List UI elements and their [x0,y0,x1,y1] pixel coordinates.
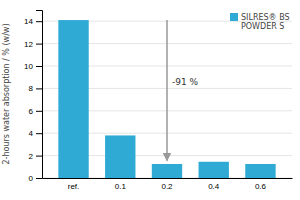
y-tick-mark [36,21,42,22]
y-tick-label: 12 [24,40,33,49]
y-tick-mark [36,111,42,112]
bar [152,164,182,178]
x-tick-label: 0.1 [115,182,127,191]
legend-item: SILRES® BSPOWDER S [230,13,290,31]
arrow [166,20,168,161]
x-tick-label: 0.6 [255,182,267,191]
bar [58,20,88,178]
x-tick-label: ref. [68,182,80,191]
legend-label: SILRES® BSPOWDER S [241,13,290,31]
y-tick: 10 [24,62,42,71]
y-tick-label: 4 [29,129,34,138]
y-tick-label: 2 [29,152,34,161]
x-tick: 0.4 [208,182,220,191]
y-tick: 0 [29,174,42,183]
y-tick-label: 6 [29,107,34,116]
bar [105,135,135,178]
x-tick: 0.2 [161,182,173,191]
y-tick: 6 [29,107,42,116]
x-axis: ref. 0.1 0.2 0.4 0.6 [43,179,293,191]
y-tick-mark [36,44,42,45]
y-tick-mark [36,178,42,179]
x-tick: 0.1 [115,182,127,191]
plot: 0 2 4 6 8 10 12 14 ref. 0.1 0.2 0.4 0.6 2-hours water… [2,11,293,191]
y-axis-title: 2-hours water absorption / % (w/w) [2,23,11,164]
bar [245,164,275,178]
y-tick-mark [36,156,42,157]
x-tick-label: 0.2 [161,182,173,191]
y-tick-mark [36,66,42,67]
y-tick: 8 [29,84,42,93]
bar [199,162,229,178]
y-axis-line [36,11,43,179]
y-tick-mark [36,88,42,89]
legend-swatch [230,13,238,21]
x-tick-label: 0.4 [208,182,220,191]
y-axis: 0 2 4 6 8 10 12 14 [24,11,42,184]
y-tick: 2 [29,152,42,161]
chart: 0 2 4 6 8 10 12 14 ref. 0.1 0.2 0.4 0.6 2-hours water… [0,0,300,200]
x-tick: ref. [68,182,80,191]
y-tick-label: 14 [24,17,33,26]
y-tick-label: 10 [24,62,33,71]
bars [58,20,275,178]
x-axis-line [43,178,293,179]
y-tick-mark [36,133,42,134]
y-tick: 12 [24,40,42,49]
annotation: -91 % [172,77,199,87]
y-tick-label: 0 [29,174,34,183]
y-tick-label: 8 [29,84,34,93]
y-tick: 14 [24,17,42,26]
x-tick: 0.6 [255,182,267,191]
legend: SILRES® BSPOWDER S [230,13,290,31]
y-tick: 4 [29,129,42,138]
